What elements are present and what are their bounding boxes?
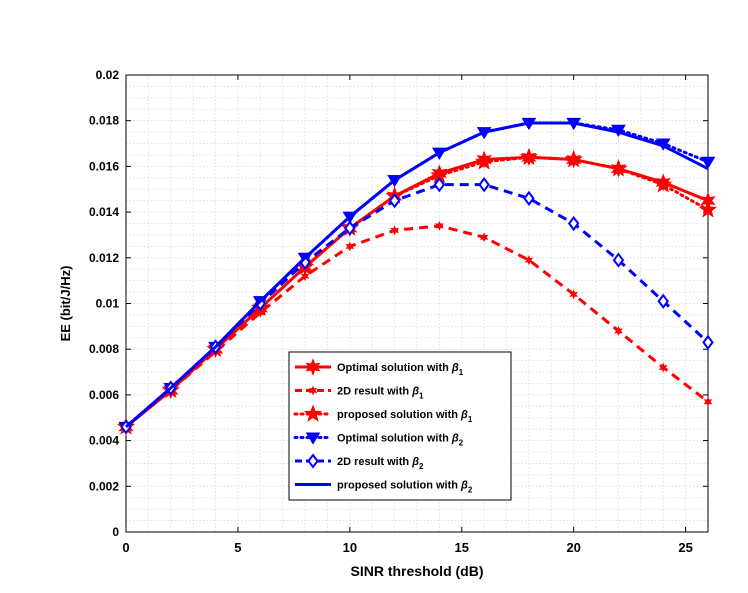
legend-item: Optimal solution with β1 bbox=[295, 358, 464, 377]
y-tick-label: 0.014 bbox=[89, 205, 119, 219]
axis-ticks: 0 5 10 15 20 25 0 0.002 0.004 0.006 0.008 0.01 0.012… bbox=[89, 68, 708, 555]
legend-label: proposed solution with β1 bbox=[337, 409, 473, 424]
legend-label: Optimal solution with β1 bbox=[337, 362, 464, 377]
y-tick-label: 0.012 bbox=[89, 251, 119, 265]
data-point bbox=[435, 220, 444, 231]
data-point bbox=[478, 177, 490, 193]
legend-label-subscript: 2 bbox=[419, 462, 424, 471]
y-tick-label: 0.02 bbox=[96, 68, 120, 82]
data-point bbox=[564, 149, 583, 168]
x-tick-label: 25 bbox=[678, 540, 692, 555]
data-point bbox=[702, 334, 714, 351]
x-tick-label: 15 bbox=[455, 540, 469, 555]
data-point bbox=[479, 232, 489, 243]
data-point bbox=[614, 325, 623, 336]
series-layer bbox=[116, 117, 718, 436]
data-point bbox=[523, 190, 535, 207]
legend-label-symbol: β bbox=[451, 362, 459, 374]
series-line bbox=[125, 121, 709, 429]
legend-label-text: proposed solution with bbox=[337, 409, 461, 421]
data-point bbox=[700, 156, 716, 169]
data-point bbox=[567, 215, 580, 232]
data-point bbox=[300, 271, 310, 282]
data-point bbox=[658, 362, 668, 373]
legend-label-subscript: 1 bbox=[459, 368, 464, 377]
legend-marker bbox=[305, 358, 321, 376]
data-point bbox=[474, 152, 494, 170]
y-tick-label: 0.006 bbox=[89, 388, 119, 402]
y-tick-label: 0.018 bbox=[89, 114, 119, 128]
legend-label: proposed solution with β2 bbox=[337, 480, 473, 495]
legend-label: 2D result with β1 bbox=[337, 386, 424, 401]
legend-label-symbol: β bbox=[411, 386, 419, 398]
legend-label-symbol: β bbox=[451, 433, 459, 445]
legend-label-text: 2D result with bbox=[337, 386, 412, 398]
x-tick-label: 20 bbox=[566, 540, 580, 555]
series-line bbox=[125, 224, 709, 429]
data-point bbox=[344, 220, 356, 236]
legend-item: 2D result with β1 bbox=[295, 386, 424, 401]
data-point bbox=[388, 193, 401, 209]
legend-label-subscript: 2 bbox=[468, 486, 473, 495]
legend-marker bbox=[305, 432, 321, 445]
legend-label: 2D result with β2 bbox=[337, 456, 424, 471]
legend-marker bbox=[308, 385, 318, 396]
data-point bbox=[654, 175, 673, 193]
data-point bbox=[569, 289, 579, 300]
legend-item: 2D result with β2 bbox=[295, 453, 424, 471]
legend-label: Optimal solution with β2 bbox=[337, 433, 464, 448]
legend-label-text: Optimal solution with bbox=[337, 433, 452, 445]
data-point bbox=[698, 200, 718, 218]
legend-label-symbol: β bbox=[460, 409, 468, 421]
y-tick-label: 0.008 bbox=[89, 342, 119, 356]
x-axis-label: SINR threshold (dB) bbox=[351, 563, 484, 579]
legend-item: Optimal solution with β2 bbox=[293, 432, 464, 448]
data-point bbox=[612, 252, 625, 268]
legend-marker bbox=[307, 453, 319, 469]
legend-label-symbol: β bbox=[411, 456, 419, 468]
y-tick-label: 0.016 bbox=[89, 159, 119, 173]
data-point bbox=[657, 293, 669, 309]
data-point bbox=[524, 255, 534, 266]
x-tick-label: 0 bbox=[122, 540, 129, 555]
legend-item: proposed solution with β2 bbox=[295, 480, 473, 495]
data-point bbox=[703, 396, 713, 407]
data-point bbox=[519, 147, 539, 166]
series-line bbox=[124, 155, 710, 429]
series-line bbox=[125, 183, 710, 429]
data-point bbox=[390, 225, 399, 236]
x-tick-label: 5 bbox=[234, 540, 241, 555]
legend-label-text: Optimal solution with bbox=[337, 362, 452, 374]
data-point bbox=[433, 177, 446, 193]
legend-label-symbol: β bbox=[460, 480, 468, 492]
y-axis-label: EE (bit/J/Hz) bbox=[58, 266, 73, 342]
legend-label-text: proposed solution with bbox=[337, 480, 461, 492]
y-tick-label: 0.002 bbox=[89, 479, 119, 493]
legend-label-subscript: 1 bbox=[419, 392, 424, 401]
data-point bbox=[609, 159, 628, 177]
legend-label-text: 2D result with bbox=[337, 456, 412, 468]
data-point bbox=[345, 241, 355, 252]
legend-box bbox=[288, 351, 512, 501]
y-tick-label: 0.01 bbox=[96, 297, 120, 311]
y-tick-label: 0 bbox=[112, 525, 119, 539]
legend-label-subscript: 2 bbox=[459, 439, 464, 448]
y-tick-label: 0.004 bbox=[89, 434, 119, 448]
legend-label-subscript: 1 bbox=[468, 415, 473, 424]
x-tick-label: 10 bbox=[343, 540, 357, 555]
series-6 bbox=[125, 121, 709, 429]
legend-item: proposed solution with β1 bbox=[293, 404, 473, 424]
legend-marker bbox=[303, 404, 323, 422]
